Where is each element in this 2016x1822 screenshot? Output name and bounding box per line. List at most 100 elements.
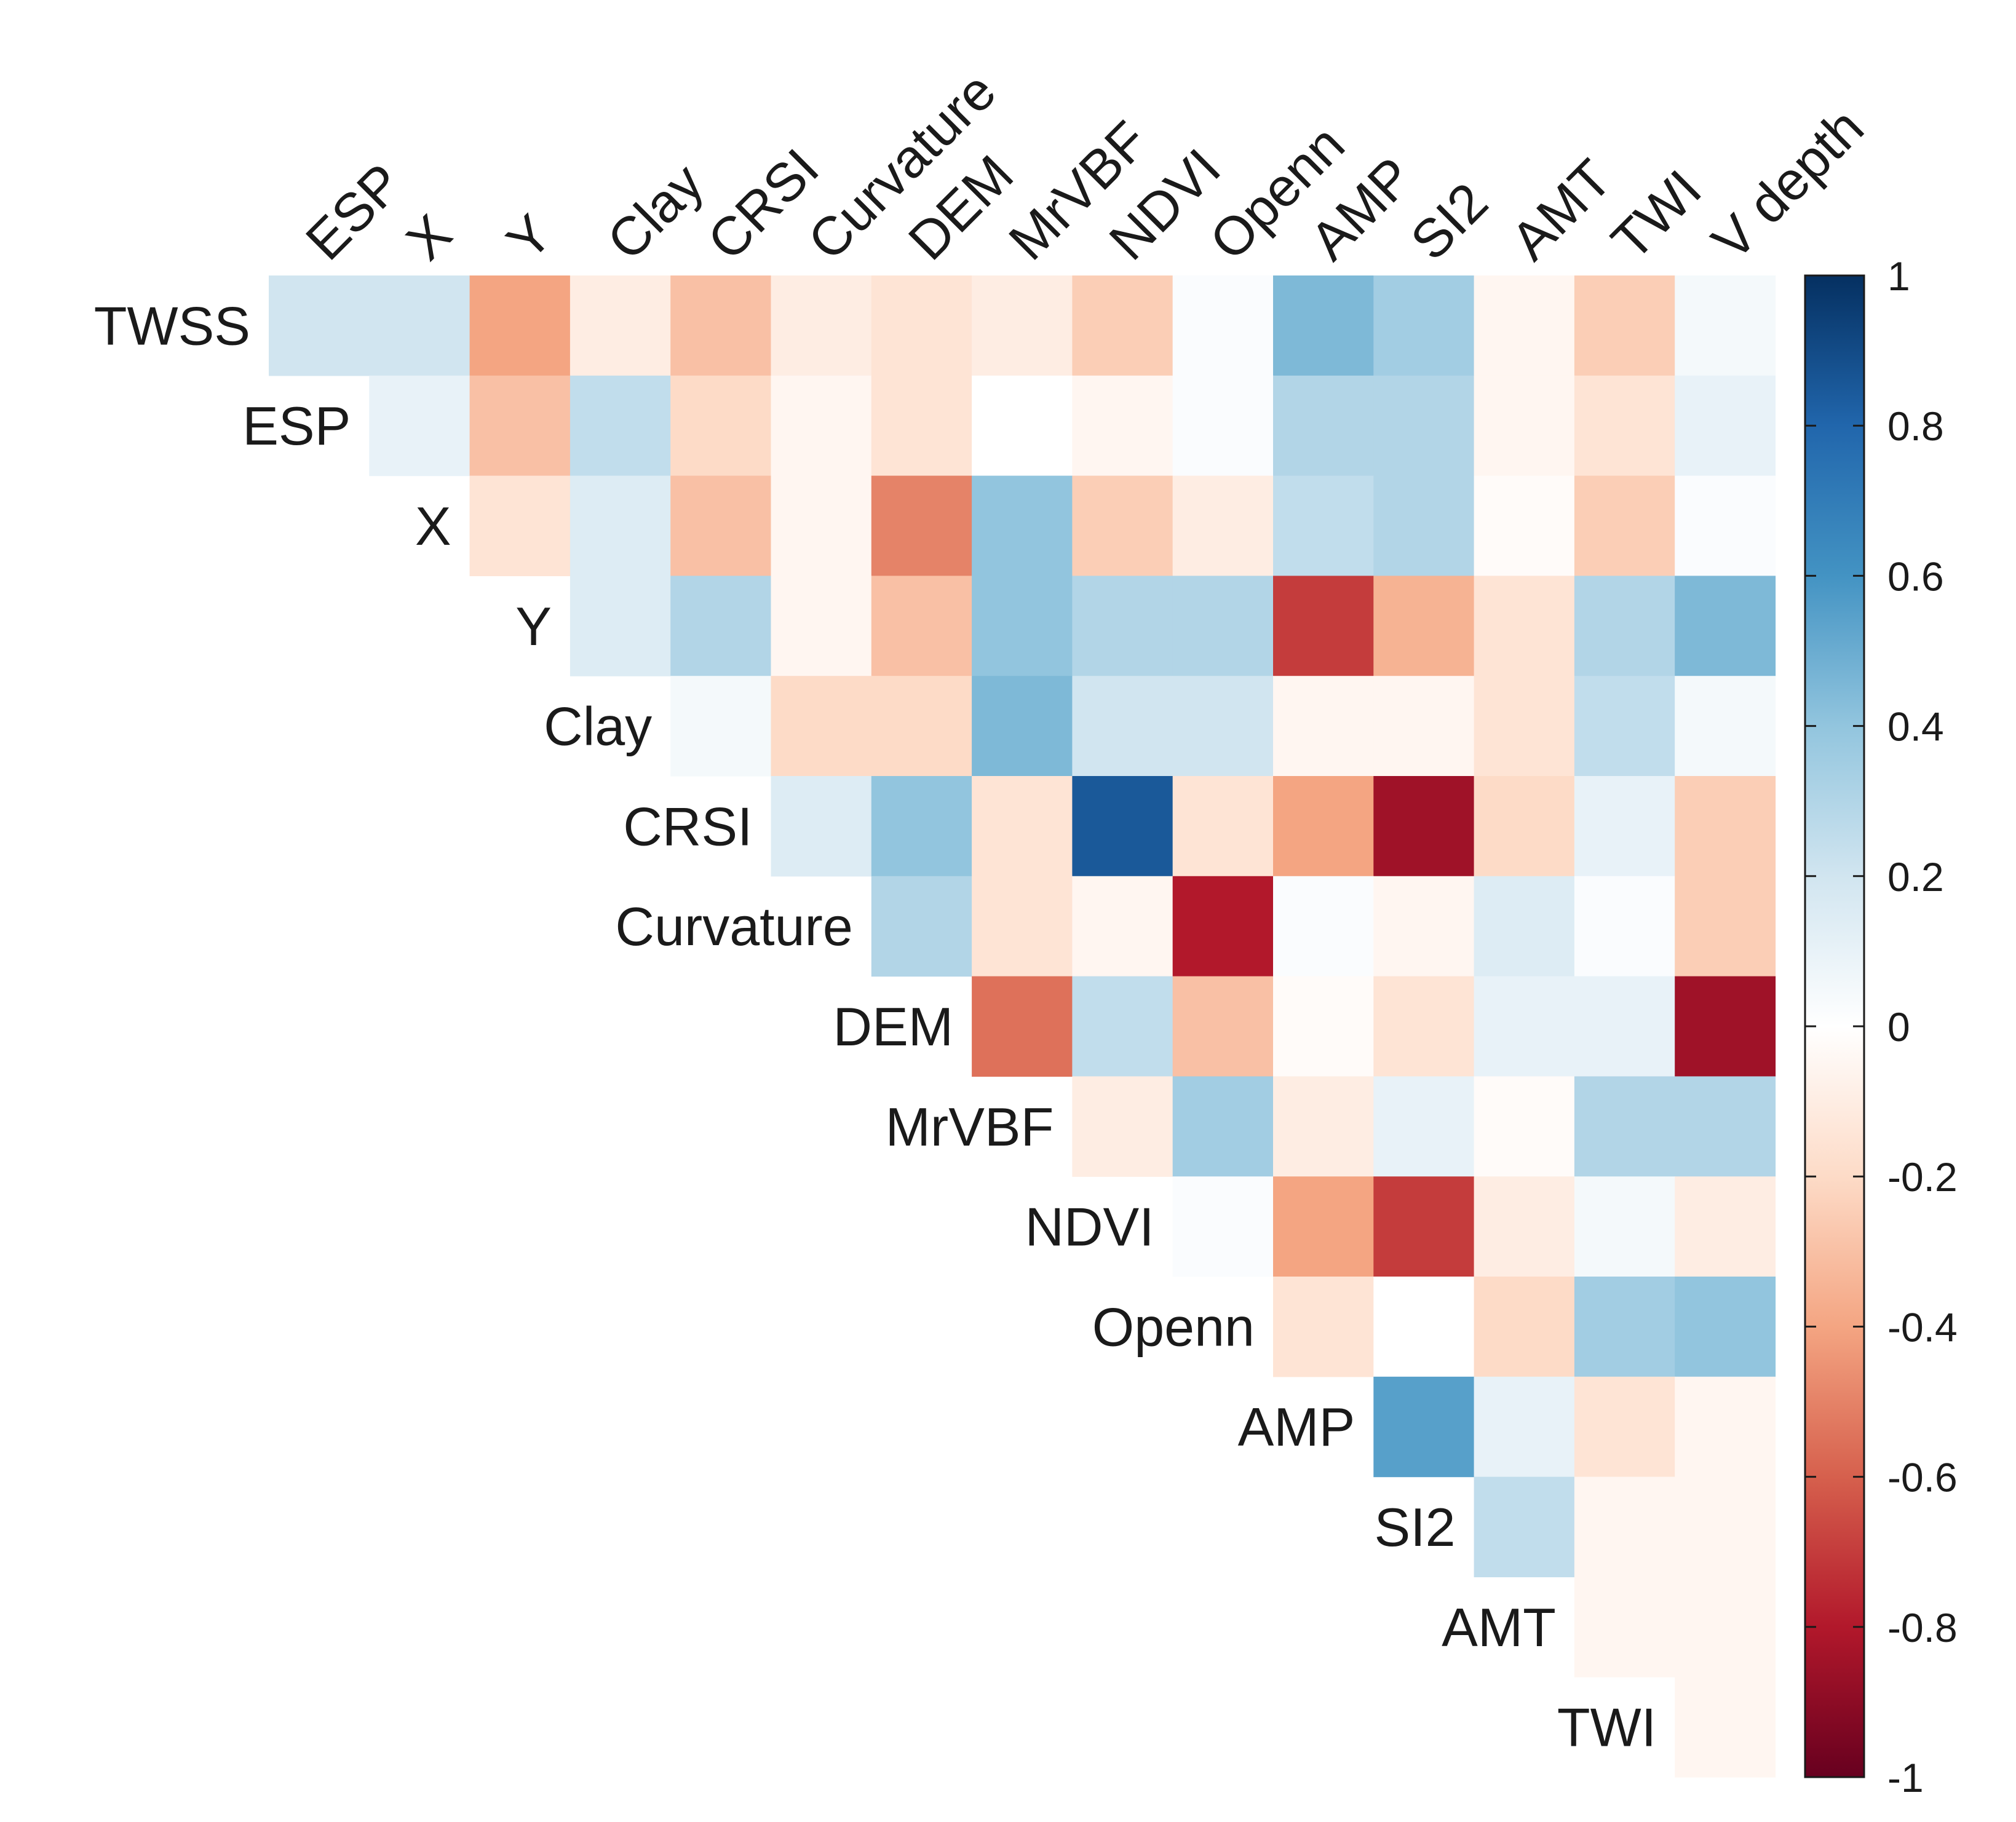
- column-label-crsi: CRSI: [696, 137, 830, 272]
- cell-x-amt: [1474, 475, 1575, 576]
- column-label-clay: Clay: [595, 152, 715, 271]
- cell-clay-amp: [1273, 676, 1374, 777]
- cell-amp-v-depth: [1675, 1376, 1776, 1478]
- cell-amp-si2: [1373, 1376, 1475, 1478]
- cell-dem-twi: [1574, 976, 1675, 1077]
- cell-ndvi-amp: [1273, 1176, 1374, 1277]
- cell-ndvi-twi: [1574, 1176, 1675, 1277]
- cell-twss-esp: [269, 275, 370, 376]
- cell-y-amt: [1474, 576, 1575, 676]
- cell-twss-ndvi: [1072, 275, 1173, 376]
- cell-esp-x: [369, 375, 470, 477]
- cell-dem-openn: [1172, 976, 1274, 1077]
- cell-twss-x: [369, 275, 470, 376]
- column-label-y: Y: [495, 203, 564, 272]
- cell-twss-si2: [1373, 275, 1475, 376]
- row-label-openn: Openn: [1092, 1296, 1255, 1357]
- colorbar-tick-label: -0.2: [1887, 1154, 1958, 1200]
- cell-x-y: [469, 475, 571, 576]
- cell-y-ndvi: [1072, 576, 1173, 676]
- cell-y-openn: [1172, 576, 1274, 676]
- cell-esp-mrvbf: [972, 375, 1073, 477]
- cell-curvature-amt: [1474, 876, 1575, 977]
- cell-y-clay: [569, 576, 671, 676]
- colorbar-ticks: 1 0.8 0.6 0.4 0.2 0 -0.2 -0.4 -0.6 -0.8 -1: [1805, 253, 1958, 1800]
- cell-crsi-amp: [1273, 776, 1374, 877]
- row-label-crsi: CRSI: [623, 796, 752, 857]
- cell-y-mrvbf: [972, 576, 1073, 676]
- cell-twss-v-depth: [1675, 275, 1776, 376]
- cell-clay-curvature: [771, 676, 872, 777]
- cell-esp-twi: [1574, 375, 1675, 477]
- row-label-si2: SI2: [1375, 1497, 1456, 1558]
- row-label-mrvbf: MrVBF: [886, 1096, 1054, 1157]
- cell-crsi-amt: [1474, 776, 1575, 877]
- cell-x-clay: [569, 475, 671, 576]
- cell-esp-curvature: [771, 375, 872, 477]
- cell-openn-v-depth: [1675, 1277, 1776, 1377]
- cell-curvature-twi: [1574, 876, 1675, 977]
- row-label-amt: AMT: [1442, 1597, 1556, 1658]
- cell-y-si2: [1373, 576, 1475, 676]
- cell-dem-amp: [1273, 976, 1374, 1077]
- row-label-twss: TWSS: [94, 295, 250, 356]
- cell-crsi-twi: [1574, 776, 1675, 877]
- cell-esp-openn: [1172, 375, 1274, 477]
- row-labels: TWSS ESP X Y Clay CRSI Curvature DEM MrVBF NDVI Op…: [94, 295, 1656, 1757]
- cell-dem-amt: [1474, 976, 1575, 1077]
- cell-twss-curvature: [771, 275, 872, 376]
- cell-ndvi-si2: [1373, 1176, 1475, 1277]
- cell-y-twi: [1574, 576, 1675, 676]
- column-label-amt: AMT: [1499, 148, 1623, 271]
- cell-curvature-v-depth: [1675, 876, 1776, 977]
- cell-x-si2: [1373, 475, 1475, 576]
- cell-mrvbf-openn: [1172, 1076, 1274, 1177]
- colorbar-tick-label: 0.2: [1887, 854, 1944, 900]
- cell-esp-dem: [871, 375, 972, 477]
- heatmap-cells: [269, 275, 1776, 1778]
- colorbar-tick-label: 0.6: [1887, 553, 1944, 599]
- cell-x-dem: [871, 475, 972, 576]
- cell-openn-si2: [1373, 1277, 1475, 1377]
- row-label-x: X: [415, 496, 451, 557]
- cell-ndvi-v-depth: [1675, 1176, 1776, 1277]
- cell-dem-si2: [1373, 976, 1475, 1077]
- cell-curvature-mrvbf: [972, 876, 1073, 977]
- cell-x-curvature: [771, 475, 872, 576]
- cell-si2-amt: [1474, 1476, 1575, 1577]
- cell-mrvbf-v-depth: [1675, 1076, 1776, 1177]
- cell-y-crsi: [670, 576, 772, 676]
- cell-clay-si2: [1373, 676, 1475, 777]
- cell-y-v-depth: [1675, 576, 1776, 676]
- column-label-esp: ESP: [294, 152, 414, 272]
- column-label-x: X: [394, 203, 463, 272]
- cell-curvature-si2: [1373, 876, 1475, 977]
- cell-ndvi-openn: [1172, 1176, 1274, 1277]
- cell-mrvbf-ndvi: [1072, 1076, 1173, 1177]
- cell-twss-twi: [1574, 275, 1675, 376]
- cell-esp-v-depth: [1675, 375, 1776, 477]
- colorbar-tick-label: -0.8: [1887, 1605, 1958, 1650]
- cell-si2-v-depth: [1675, 1476, 1776, 1577]
- row-label-clay: Clay: [544, 696, 652, 757]
- cell-curvature-openn: [1172, 876, 1274, 977]
- cell-dem-v-depth: [1675, 976, 1776, 1077]
- row-label-dem: DEM: [833, 996, 954, 1057]
- cell-openn-twi: [1574, 1277, 1675, 1377]
- cell-amt-v-depth: [1675, 1577, 1776, 1677]
- cell-x-crsi: [670, 475, 772, 576]
- cell-x-mrvbf: [972, 475, 1073, 576]
- colorbar-tick-label: -0.4: [1887, 1304, 1958, 1350]
- cell-mrvbf-amp: [1273, 1076, 1374, 1177]
- cell-clay-crsi: [670, 676, 772, 777]
- row-label-curvature: Curvature: [615, 896, 852, 957]
- row-label-amp: AMP: [1238, 1396, 1355, 1457]
- cell-amp-amt: [1474, 1376, 1575, 1478]
- cell-clay-mrvbf: [972, 676, 1073, 777]
- cell-clay-v-depth: [1675, 676, 1776, 777]
- cell-crsi-mrvbf: [972, 776, 1073, 877]
- cell-twss-crsi: [670, 275, 772, 376]
- cell-esp-ndvi: [1072, 375, 1173, 477]
- cell-esp-y: [469, 375, 571, 477]
